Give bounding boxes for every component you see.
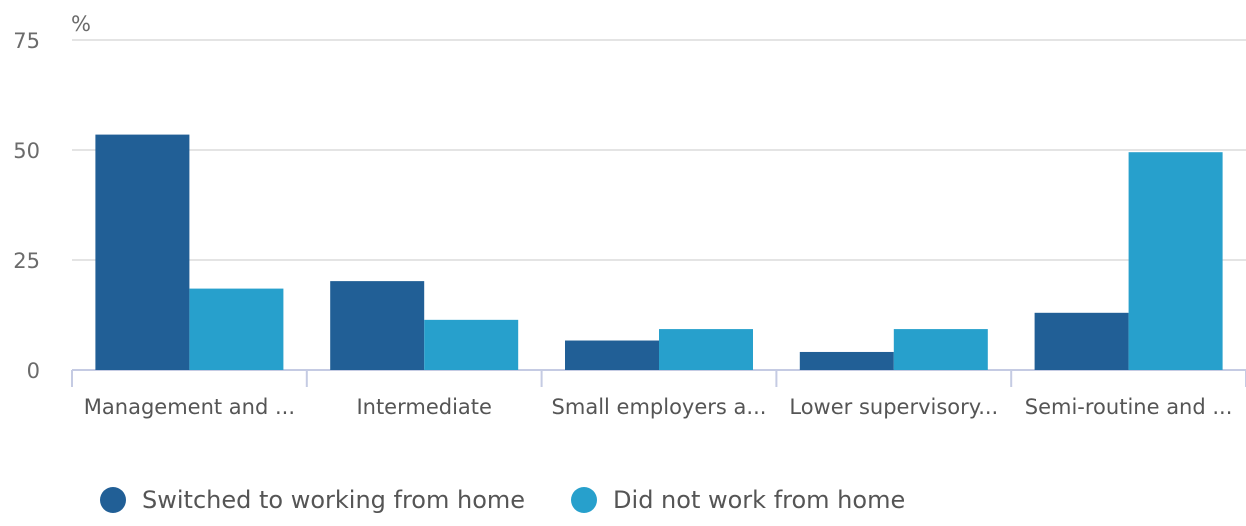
bar-switched <box>799 351 894 370</box>
bar-switched <box>1034 312 1129 370</box>
y-tick-label: 50 <box>13 139 40 163</box>
x-tick-label: Intermediate <box>356 395 492 419</box>
legend-item-did-not[interactable]: Did not work from home <box>571 486 905 514</box>
y-axis-unit-label: % <box>71 12 91 36</box>
bar-did-not <box>189 288 284 370</box>
bar-did-not <box>659 329 753 370</box>
legend-dot-switched <box>100 487 126 513</box>
bar-did-not <box>1128 152 1223 370</box>
bar-did-not <box>893 329 988 370</box>
bar-did-not <box>424 319 519 370</box>
bar-switched <box>565 340 659 370</box>
legend-item-switched[interactable]: Switched to working from home <box>100 486 525 514</box>
x-tick-label: Semi-routine and ... <box>1025 395 1233 419</box>
legend-dot-did-not <box>571 487 598 513</box>
chart-legend: Switched to working from home Did not wo… <box>100 486 951 514</box>
x-tick-label: Small employers a... <box>552 395 767 419</box>
bar-switched <box>330 281 425 370</box>
legend-label-switched: Switched to working from home <box>142 486 526 514</box>
legend-label-did-not: Did not work from home <box>613 486 906 514</box>
x-tick-label: Lower supervisory... <box>789 395 998 419</box>
y-tick-label: 25 <box>13 249 40 273</box>
bar-switched <box>95 134 190 370</box>
y-tick-label: 0 <box>27 359 40 383</box>
y-tick-label: 75 <box>13 29 40 53</box>
x-tick-label: Management and ... <box>84 395 295 419</box>
